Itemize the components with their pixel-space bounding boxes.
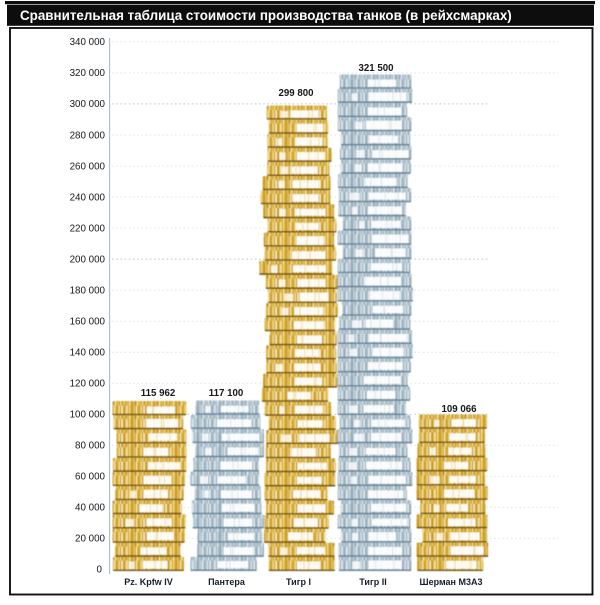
svg-text:280 000: 280 000 (70, 130, 106, 141)
svg-text:20 000: 20 000 (75, 534, 106, 545)
svg-text:117 100: 117 100 (209, 388, 243, 399)
svg-text:160 000: 160 000 (70, 317, 106, 328)
svg-text:220 000: 220 000 (70, 223, 106, 234)
svg-text:Шерман М3А3: Шерман М3А3 (420, 577, 483, 587)
svg-text:Тигр II: Тигр II (359, 577, 386, 587)
svg-text:300 000: 300 000 (70, 99, 106, 110)
svg-text:299 800: 299 800 (278, 88, 313, 99)
svg-text:180 000: 180 000 (70, 285, 106, 296)
svg-text:Пантера: Пантера (208, 577, 246, 587)
svg-text:200 000: 200 000 (70, 254, 106, 265)
svg-text:321 500: 321 500 (358, 63, 393, 74)
svg-text:Тигр I: Тигр I (286, 577, 311, 587)
svg-text:0: 0 (97, 565, 103, 576)
svg-text:40 000: 40 000 (75, 503, 106, 514)
svg-text:320 000: 320 000 (70, 68, 106, 79)
svg-text:140 000: 140 000 (70, 348, 106, 359)
svg-text:240 000: 240 000 (70, 192, 106, 203)
svg-text:120 000: 120 000 (70, 379, 106, 390)
svg-text:60 000: 60 000 (75, 472, 106, 483)
svg-text:100 000: 100 000 (70, 410, 106, 421)
svg-text:115 962: 115 962 (141, 388, 175, 399)
svg-text:Pz. Kpfw IV: Pz. Kpfw IV (124, 577, 173, 587)
svg-text:Сравнительная таблица стоимост: Сравнительная таблица стоимости производ… (20, 8, 512, 23)
svg-text:109 066: 109 066 (441, 404, 477, 415)
svg-text:80 000: 80 000 (75, 441, 106, 452)
svg-text:340 000: 340 000 (70, 37, 106, 48)
svg-text:260 000: 260 000 (70, 161, 106, 172)
